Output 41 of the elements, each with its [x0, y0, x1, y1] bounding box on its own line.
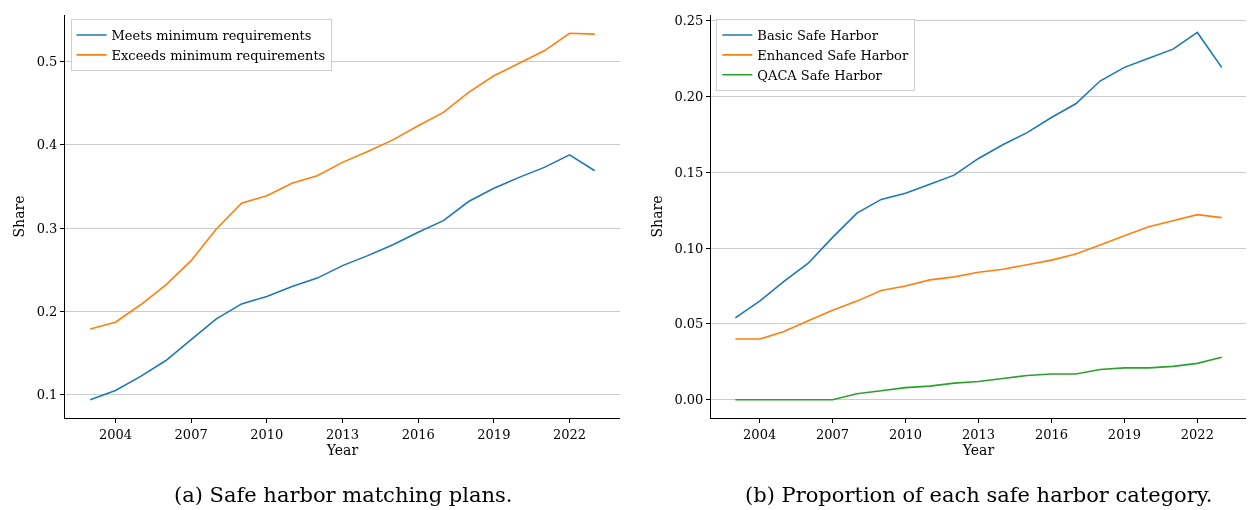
x-tick-label: 2016: [401, 426, 435, 442]
x-tick-label: 2022: [1180, 426, 1214, 442]
line-series: [89, 32, 596, 330]
y-axis-title: Share: [11, 195, 28, 238]
y-axis-title: Share: [649, 195, 666, 238]
x-tick-label: 2019: [477, 426, 511, 442]
y-tick-label: 0.25: [674, 12, 704, 28]
legend-label: Enhanced Safe Harbor: [757, 47, 909, 63]
y-tick-label: 0.1: [36, 387, 58, 403]
x-tick-label: 2010: [889, 426, 923, 442]
y-tick-label: 0.00: [674, 392, 704, 408]
x-axis-title: Year: [961, 441, 995, 458]
text: (a) Safe harbor matching plans.: [174, 483, 513, 507]
x-tick-label: 2007: [816, 426, 850, 442]
x-tick-label: 2004: [743, 426, 777, 442]
x-tick-label: 2019: [1107, 426, 1141, 442]
line-series: [734, 31, 1223, 319]
line-series: [734, 356, 1223, 401]
x-tick-label: 2013: [961, 426, 996, 442]
text: (b) Proportion of each safe harbor category.: [745, 483, 1213, 507]
x-axis-title: Year: [325, 441, 359, 458]
x-tick-label: 2010: [250, 426, 284, 442]
y-tick-label: 0.10: [674, 240, 704, 256]
line-series: [89, 154, 596, 401]
line-series: [734, 213, 1223, 340]
legend-label: Meets minimum requirements: [111, 28, 312, 44]
y-tick-label: 0.20: [674, 88, 704, 104]
legend-label: Exceeds minimum requirements: [111, 47, 326, 63]
y-tick-label: 0.3: [36, 220, 58, 236]
y-tick-label: 0.5: [36, 54, 58, 70]
x-tick-label: 2016: [1034, 426, 1068, 442]
y-tick-label: 0.2: [36, 303, 58, 319]
y-tick-label: 0.15: [674, 164, 704, 180]
x-tick-label: 2022: [553, 426, 587, 442]
x-tick-label: 2007: [174, 426, 208, 442]
y-tick-label: 0.4: [36, 137, 58, 153]
legend-label: Basic Safe Harbor: [757, 28, 879, 44]
y-tick-label: 0.05: [674, 316, 704, 332]
legend-label: QACA Safe Harbor: [757, 67, 883, 83]
x-tick-label: 2004: [98, 426, 132, 442]
x-tick-label: 2013: [325, 426, 360, 442]
